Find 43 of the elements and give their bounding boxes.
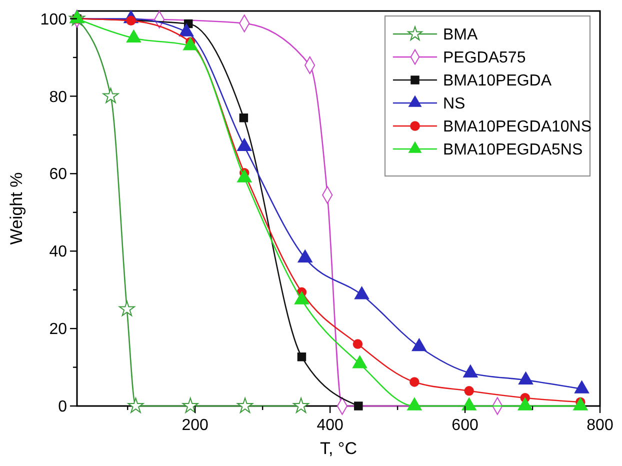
x-tick-label: 200 (182, 417, 209, 434)
point (407, 398, 422, 410)
point (352, 339, 363, 349)
point (128, 398, 144, 413)
legend-label: BMA10PEGDA (443, 72, 552, 90)
y-tick-label: 0 (58, 398, 68, 416)
y-tick-label: 60 (49, 166, 68, 184)
x-tick-label: 600 (452, 417, 478, 434)
point (463, 364, 478, 378)
point (412, 338, 426, 352)
point (118, 300, 135, 316)
point (354, 402, 363, 410)
legend-label: NS (443, 96, 466, 113)
y-tick-label: 40 (49, 244, 68, 261)
legend-label: BMA10PEGDA10NS (443, 118, 592, 136)
point (237, 170, 252, 182)
point (462, 398, 476, 410)
y-tick-label: 80 (49, 88, 68, 106)
legend-label: BMA10PEGDA5NS (443, 142, 583, 159)
point (354, 286, 370, 300)
point (294, 292, 310, 304)
point (239, 114, 248, 122)
point (410, 377, 420, 387)
y-tick-label: 20 (49, 321, 68, 338)
point (574, 380, 590, 394)
point (573, 398, 588, 410)
point (102, 88, 119, 104)
point (464, 386, 474, 396)
point (297, 352, 306, 362)
point (237, 398, 254, 413)
x-axis-title: T, °C (320, 439, 358, 458)
x-tick-label: 800 (586, 417, 614, 434)
x-tick-label: 400 (316, 417, 344, 434)
point (518, 372, 534, 384)
point (293, 398, 310, 413)
point (182, 398, 198, 413)
legend-label: PEGDA575 (443, 50, 526, 67)
y-tick-label: 100 (40, 11, 68, 28)
point (518, 398, 532, 410)
y-axis-title: Weight % (7, 172, 26, 245)
legend-label: BMA (443, 26, 478, 44)
point (298, 250, 312, 262)
point (352, 355, 368, 368)
